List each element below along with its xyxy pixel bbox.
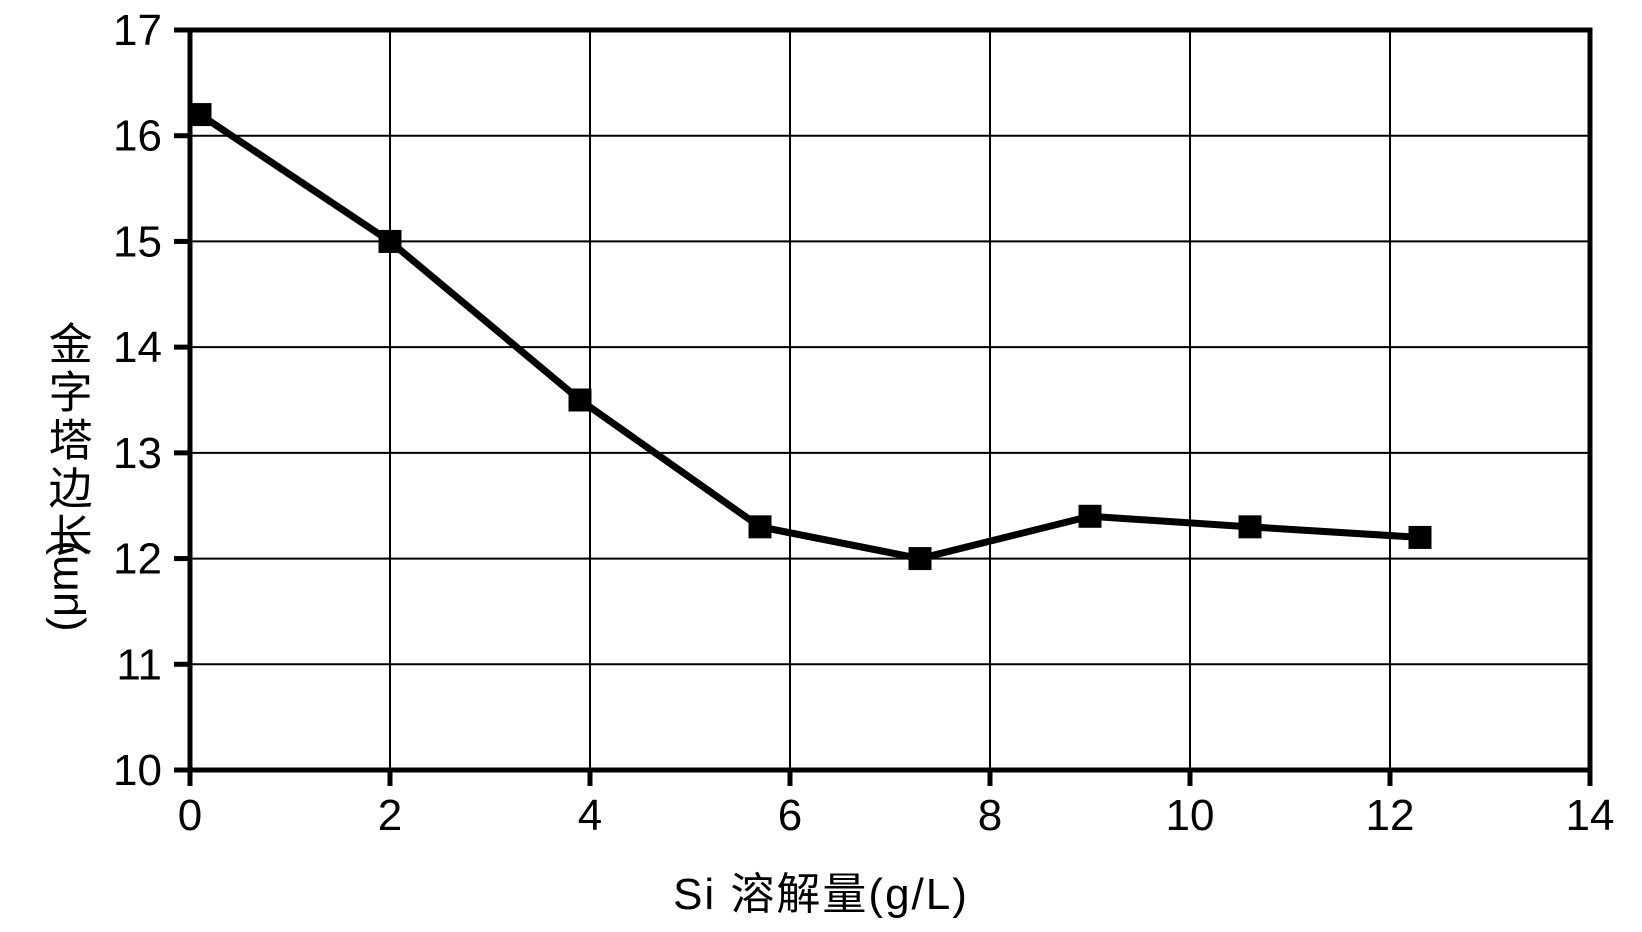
svg-text:2: 2 (378, 791, 402, 840)
svg-text:13: 13 (113, 429, 162, 478)
svg-text:14: 14 (113, 323, 162, 372)
y-axis-label: 金字塔边长(μm) (20, 321, 111, 611)
svg-text:16: 16 (113, 112, 162, 161)
chart-container: 金字塔边长(μm) Si 溶解量(g/L) 0 2 4 6 8 10 12 14 10 11 12 1… (0, 0, 1642, 932)
svg-text:10: 10 (113, 746, 162, 795)
chart-svg: 0 2 4 6 8 10 12 14 10 11 12 13 14 15 16 17 (0, 0, 1642, 932)
svg-text:12: 12 (113, 535, 162, 584)
svg-text:4: 4 (578, 791, 602, 840)
svg-text:15: 15 (113, 217, 162, 266)
svg-text:11: 11 (116, 640, 162, 689)
svg-text:17: 17 (113, 6, 162, 55)
y-axis-label-unit: (μm) (39, 540, 89, 631)
svg-text:12: 12 (1366, 791, 1415, 840)
svg-text:8: 8 (978, 791, 1002, 840)
y-axis-label-main: 金字塔边长 (42, 321, 91, 561)
svg-text:0: 0 (178, 791, 202, 840)
svg-text:10: 10 (1166, 791, 1215, 840)
svg-text:6: 6 (778, 791, 802, 840)
svg-text:14: 14 (1566, 791, 1615, 840)
x-axis-label: Si 溶解量(g/L) (673, 858, 969, 922)
